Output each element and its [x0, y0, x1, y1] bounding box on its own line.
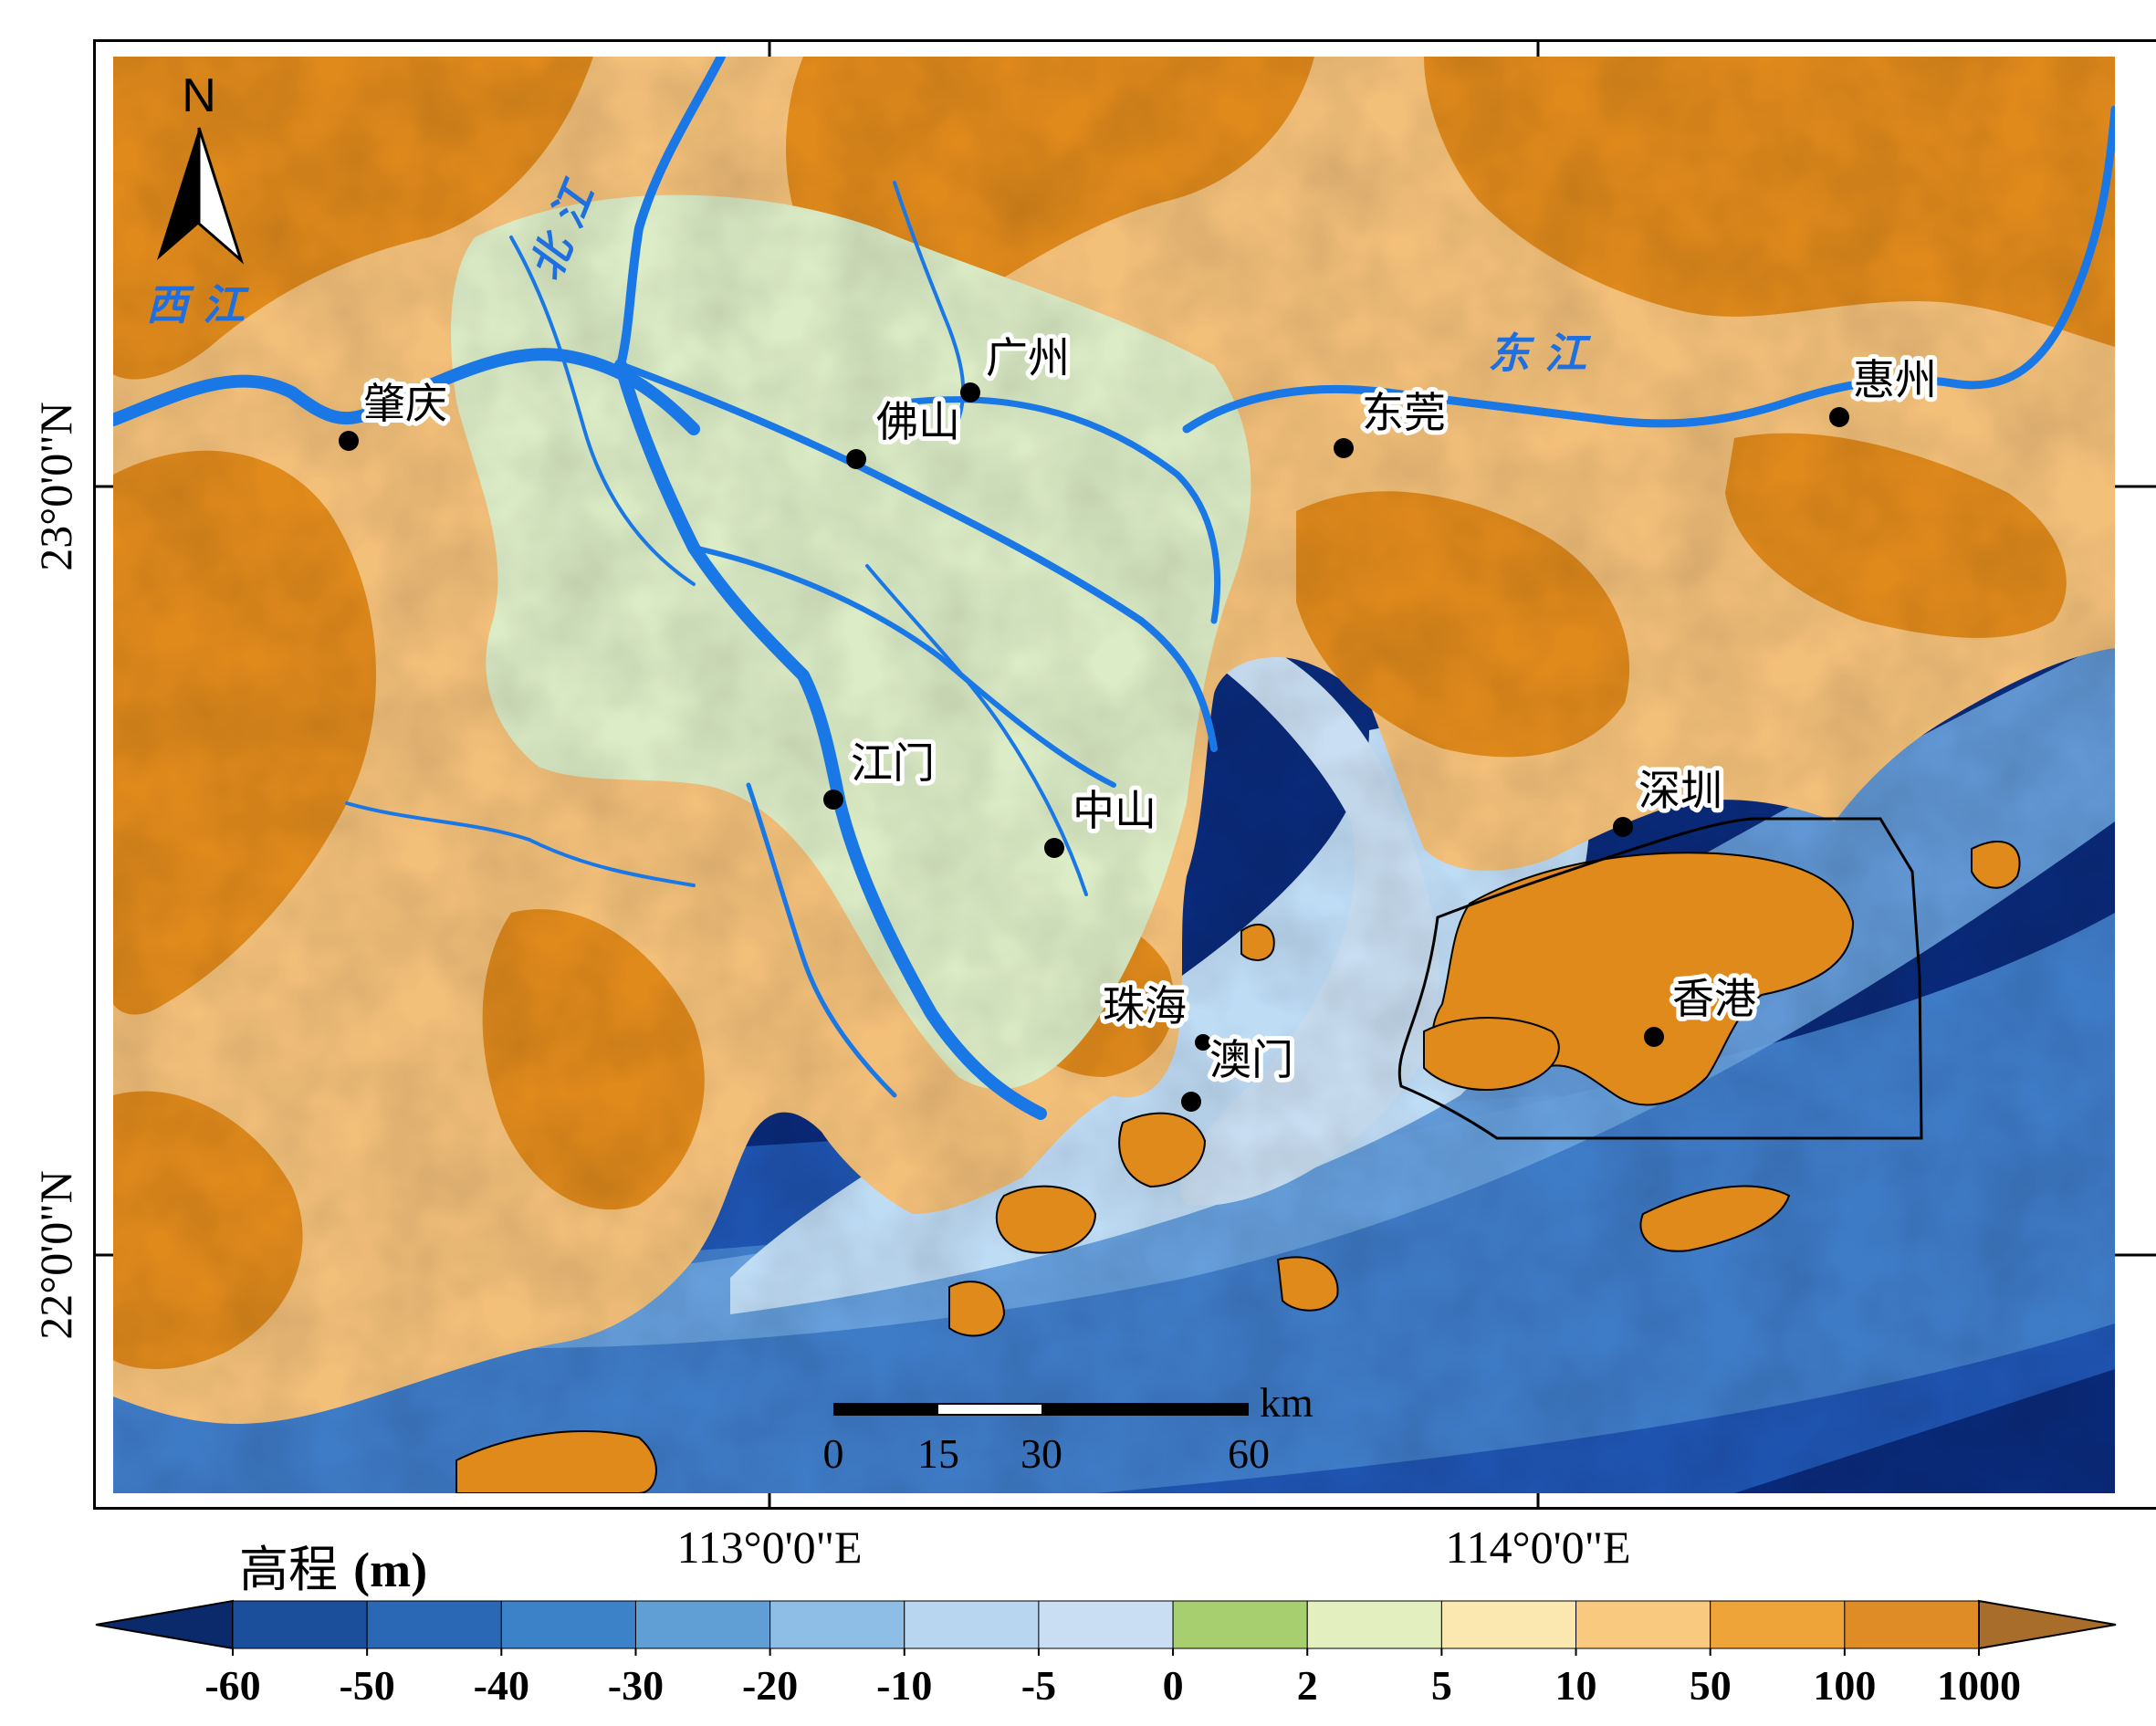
city-dot-hongkong [1644, 1027, 1664, 1047]
colorbar-segment [1172, 1600, 1308, 1649]
river-label-xijiang: 西 江 [146, 280, 250, 330]
river-label-dongjiang: 东 江 [1488, 329, 1592, 378]
colorbar-segment [500, 1600, 636, 1649]
colorbar-tick-label: -40 [474, 1662, 529, 1709]
city-markers [339, 382, 1849, 1112]
colorbar-tick-label: -10 [876, 1662, 932, 1709]
colorbar-segment [634, 1600, 771, 1649]
city-label-zhongshan: 中山 [1073, 786, 1156, 835]
branch-east [617, 361, 1218, 752]
city-label-hongkong: 香港 [1672, 974, 1756, 1023]
scale-tick-30: 30 [1020, 1430, 1062, 1477]
north-arrow-icon: N [157, 69, 245, 265]
colorbar-segment [1440, 1600, 1577, 1649]
colorbar-segment [1306, 1600, 1442, 1649]
colorbar-segment [366, 1600, 502, 1649]
city-dot-zhaoqing [339, 431, 359, 451]
colorbar-tick-label: 2 [1297, 1662, 1318, 1709]
city-dot-dongguan [1334, 438, 1354, 458]
lat-label-22: 22°0'0"N [30, 1170, 81, 1340]
axis-ticks [94, 39, 2156, 1510]
beijiang-river [616, 57, 726, 370]
city-label-zhaoqing: 肇庆 [363, 379, 447, 428]
legend-title: 高程 (m) [239, 1529, 427, 1601]
elevation-map [113, 57, 2115, 1493]
island-1 [1118, 1112, 1207, 1188]
colorbar-tick-label: -50 [339, 1662, 394, 1709]
colorbar-tick-label: -5 [1021, 1662, 1056, 1709]
city-label-macau: 澳门 [1209, 1035, 1293, 1084]
city-dot-macau [1181, 1092, 1201, 1112]
city-dot-guangzhou [960, 382, 980, 403]
branch-mid [691, 545, 1116, 788]
colorbar-segment [1710, 1600, 1846, 1649]
island-2 [995, 1185, 1097, 1254]
lon-label-113: 113°0'0"E [676, 1522, 862, 1573]
colorbar-segment [1038, 1600, 1174, 1649]
colorbar-segment [904, 1600, 1040, 1649]
scale-tick-0: 0 [823, 1430, 844, 1477]
colorbar-segment [1575, 1600, 1711, 1649]
colorbar: -60 -50 -40 -30 -20 -10 -5 0 2 5 10 50 100 1000 [95, 1599, 2117, 1709]
island-3 [948, 1281, 1006, 1337]
xijiang-river [113, 348, 700, 435]
lantau-island [1423, 1017, 1560, 1091]
city-dot-huizhou [1829, 407, 1849, 427]
scale-tick-60: 60 [1228, 1430, 1270, 1477]
tributary-2 [746, 782, 897, 1098]
city-label-huizhou: 惠州 [1853, 355, 1937, 404]
colorbar-segment [1844, 1600, 1980, 1649]
colorbar-segment [769, 1600, 905, 1649]
colorbar-tick-label: -60 [204, 1662, 260, 1709]
colorbar-tick-label: 10 [1555, 1662, 1597, 1709]
colorbar-tick-label: 5 [1431, 1662, 1452, 1709]
scale-tick-15: 15 [917, 1430, 959, 1477]
island-4 [1639, 1185, 1791, 1252]
colorbar-tick-label: -20 [742, 1662, 798, 1709]
city-label-jiangmen: 江门 [851, 738, 935, 788]
city-label-dongguan: 东莞 [1362, 388, 1446, 437]
island-8 [455, 1430, 657, 1493]
colorbar-tick-label: 1000 [1937, 1662, 2021, 1709]
colorbar-segment [232, 1600, 368, 1649]
lat-label-23: 23°0'0"N [30, 402, 81, 571]
tributary-1 [509, 235, 696, 586]
island-7 [1971, 840, 2021, 889]
city-label-shenzhen: 深圳 [1638, 766, 1722, 815]
tributary-3 [865, 564, 1088, 896]
colorbar-tick-label: 0 [1163, 1662, 1184, 1709]
tributary-west-south [345, 801, 696, 887]
city-label-zhuhai: 珠海 [1103, 981, 1187, 1030]
dongjiang-river [1182, 105, 2115, 434]
island-6 [1240, 923, 1275, 961]
city-dot-jiangmen [823, 790, 843, 810]
city-dot-shenzhen [1613, 817, 1633, 837]
legend-title-cn: 高程 [239, 1541, 338, 1598]
branch-guangzhou [909, 396, 1221, 624]
city-label-foshan: 佛山 [876, 397, 960, 446]
hong-kong-boundary [1397, 817, 1923, 1140]
city-label-guangzhou: 广州 [986, 333, 1070, 382]
north-arrow-label: N [182, 69, 216, 122]
colorbar-under [95, 1599, 234, 1650]
city-dot-zhongshan [1044, 838, 1064, 858]
lon-label-114: 114°0'0"E [1445, 1522, 1630, 1573]
legend-title-unit: (m) [353, 1543, 428, 1597]
colorbar-tick-label: 50 [1690, 1662, 1732, 1709]
colorbar-tick-label: -30 [608, 1662, 664, 1709]
city-dot-foshan [846, 449, 866, 469]
colorbar-over [1978, 1599, 2117, 1650]
city-dot-zhuhai [1195, 1034, 1211, 1051]
island-5 [1276, 1256, 1339, 1312]
main-channel [614, 359, 1047, 1120]
colorbar-tick-label: 100 [1813, 1662, 1876, 1709]
scale-unit: km [1260, 1379, 1313, 1426]
scale-bar: km 0 15 30 60 [823, 1379, 1314, 1477]
